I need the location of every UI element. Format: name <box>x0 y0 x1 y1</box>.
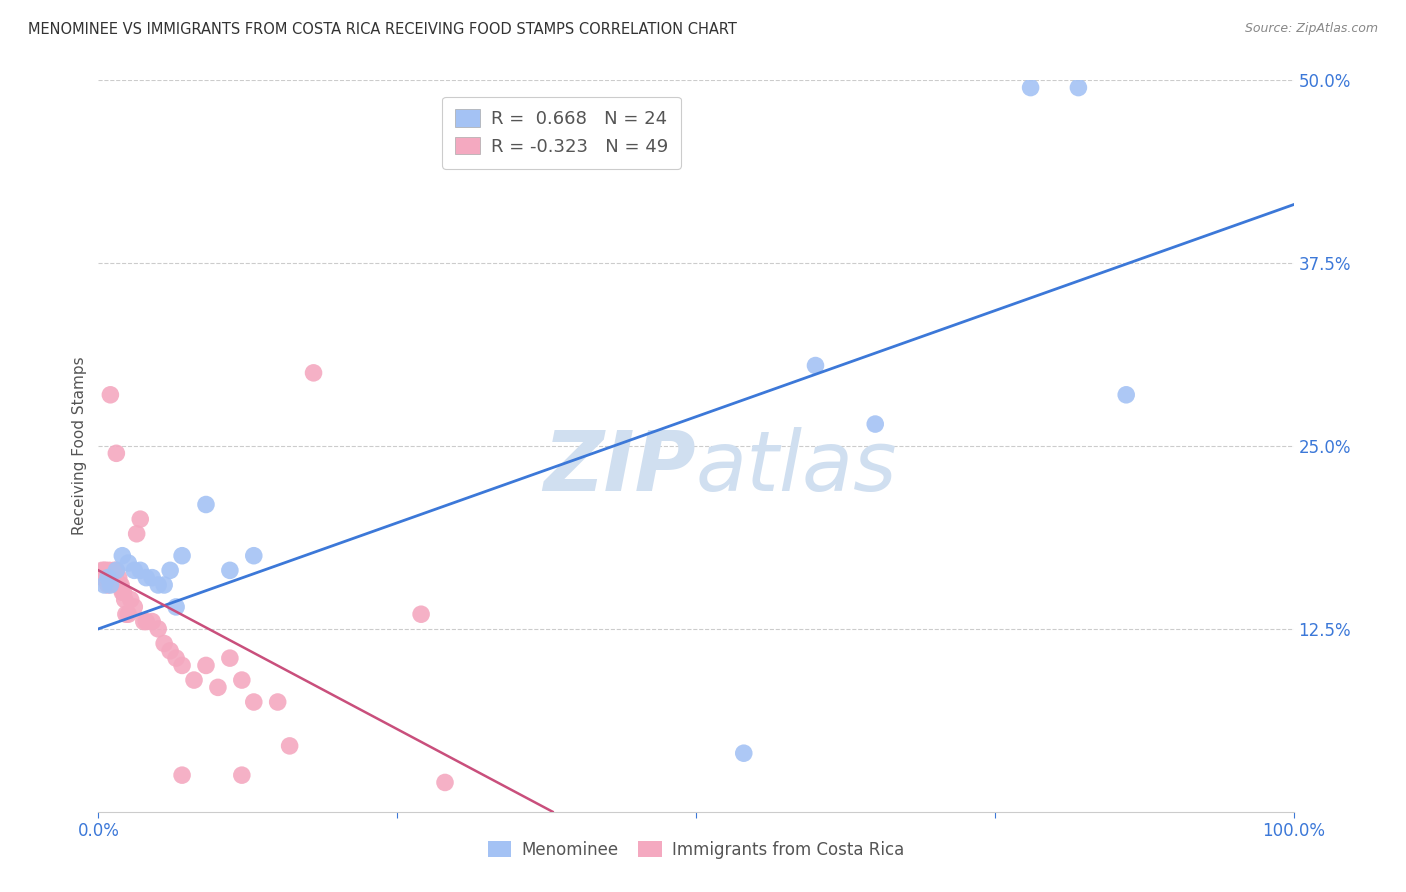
Point <box>172 549 194 563</box>
Point <box>141 615 163 629</box>
Point <box>148 622 170 636</box>
Point <box>159 644 181 658</box>
Point <box>172 768 194 782</box>
Text: MENOMINEE VS IMMIGRANTS FROM COSTA RICA RECEIVING FOOD STAMPS CORRELATION CHART: MENOMINEE VS IMMIGRANTS FROM COSTA RICA … <box>28 22 737 37</box>
Point <box>863 417 887 431</box>
Point <box>267 695 290 709</box>
Point <box>96 571 118 585</box>
Point <box>105 563 128 577</box>
Point <box>1019 80 1042 95</box>
Y-axis label: Receiving Food Stamps: Receiving Food Stamps <box>72 357 87 535</box>
Point <box>98 563 121 577</box>
Point <box>107 578 129 592</box>
Point <box>103 563 125 577</box>
Point <box>124 599 146 614</box>
Legend: Menominee, Immigrants from Costa Rica: Menominee, Immigrants from Costa Rica <box>481 834 911 865</box>
Text: Source: ZipAtlas.com: Source: ZipAtlas.com <box>1244 22 1378 36</box>
Point <box>1067 80 1090 95</box>
Point <box>231 768 253 782</box>
Point <box>172 658 194 673</box>
Point <box>111 549 134 563</box>
Point <box>219 563 242 577</box>
Point <box>1115 388 1137 402</box>
Point <box>98 388 122 402</box>
Text: atlas: atlas <box>696 427 897 508</box>
Point <box>135 571 157 585</box>
Point <box>411 607 433 622</box>
Point <box>433 775 456 789</box>
Point <box>91 563 114 577</box>
Point <box>93 563 115 577</box>
Point <box>302 366 325 380</box>
Point <box>101 571 124 585</box>
Point <box>115 607 138 622</box>
Point <box>207 681 229 695</box>
Point <box>194 498 218 512</box>
Point <box>91 571 114 585</box>
Point <box>107 571 129 585</box>
Point <box>120 592 142 607</box>
Point <box>105 446 128 460</box>
Point <box>148 578 170 592</box>
Point <box>129 563 152 577</box>
Text: ZIP: ZIP <box>543 427 696 508</box>
Point <box>117 607 139 622</box>
Point <box>97 571 120 585</box>
Point <box>125 526 148 541</box>
Point <box>165 651 187 665</box>
Point <box>112 585 135 599</box>
Point <box>100 571 122 585</box>
Point <box>124 563 146 577</box>
Point <box>183 673 205 687</box>
Point <box>243 695 266 709</box>
Point <box>94 563 117 577</box>
Point <box>153 578 176 592</box>
Point <box>117 556 139 570</box>
Point <box>110 578 132 592</box>
Point <box>231 673 253 687</box>
Point <box>98 571 122 585</box>
Point <box>141 571 163 585</box>
Point <box>153 636 176 650</box>
Point <box>165 599 187 614</box>
Point <box>104 571 127 585</box>
Point <box>93 578 115 592</box>
Point <box>129 512 152 526</box>
Point <box>159 563 181 577</box>
Point <box>132 615 155 629</box>
Point <box>114 592 136 607</box>
Point <box>219 651 242 665</box>
Point <box>278 739 301 753</box>
Point <box>194 658 218 673</box>
Point <box>135 615 157 629</box>
Point <box>804 359 827 373</box>
Point <box>105 563 128 577</box>
Point <box>108 578 131 592</box>
Point <box>733 746 755 760</box>
Point <box>97 578 120 592</box>
Point <box>98 578 122 592</box>
Point <box>243 549 266 563</box>
Point <box>111 585 134 599</box>
